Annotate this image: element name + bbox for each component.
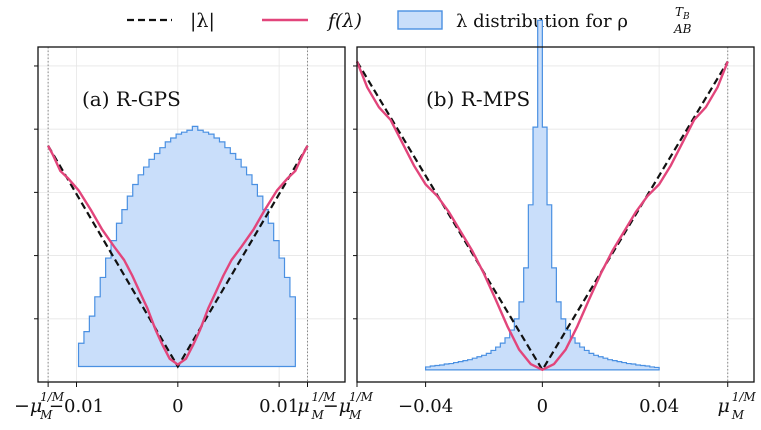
panel-b-hist-area xyxy=(424,19,660,371)
panel-a-hist-area xyxy=(77,125,296,368)
panel-a-xtick-label-4: μ xyxy=(297,395,309,417)
legend: |λ| f(λ) λ distribution for ρ AB T B xyxy=(127,5,692,36)
panel-b-xtick-label-sub-0: M xyxy=(348,408,362,422)
panel-b: −μM1/M −0.04 0 0.04 μ M1/M(b) R-MPS xyxy=(323,19,757,422)
panel-b-abs-line xyxy=(356,60,729,372)
panel-b-xtick-label-2: 0 xyxy=(537,396,548,417)
panel-a-xtick-label-2: 0 xyxy=(172,396,183,417)
panel-a-xtick-label-1: −0.01 xyxy=(49,396,104,417)
panel-b-f-line xyxy=(355,61,729,372)
legend-hist-supsub: B xyxy=(682,12,690,22)
panel-a-xtick-label-sup-4: 1/M xyxy=(312,390,337,404)
panel-a-title: (a) R-GPS xyxy=(82,87,181,111)
panel-b-xtick-label-sup-0: 1/M xyxy=(349,390,374,404)
legend-hist-sup: T xyxy=(675,5,684,19)
panel-a-xtick-label-sub-4: M xyxy=(311,408,325,422)
legend-f-label: f(λ) xyxy=(326,10,362,32)
panel-b-frame xyxy=(356,46,755,383)
legend-hist-swatch xyxy=(397,10,443,30)
panel-a-abs-line xyxy=(47,145,309,369)
panel-a-xtick-label-3: 0.01 xyxy=(259,396,299,417)
panel-a-f-line xyxy=(47,145,309,366)
legend-hist-sub: AB xyxy=(673,22,692,36)
panel-b-xtick-label-1: −0.04 xyxy=(398,396,453,417)
panel-b-xtick-label-sup-4: 1/M xyxy=(732,390,757,404)
panel-b-title: (b) R-MPS xyxy=(426,87,530,111)
panel-b-xtick-label-sub-4: M xyxy=(731,408,745,422)
panel-b-xtick-label-0: −μ xyxy=(323,395,351,417)
panel-a-frame xyxy=(37,46,346,383)
panel-a-xtick-label-sup-0: 1/M xyxy=(40,390,65,404)
legend-abs-label: |λ| xyxy=(190,10,215,32)
panel-a-xtick-label-0: −μ xyxy=(14,395,42,417)
panel-a-xtick-label-sub-0: M xyxy=(39,408,53,422)
panel-a: −μM1/M−0.01 0 0.01μ M1/M(a) R-GPS xyxy=(14,46,346,422)
panel-b-xtick-label-4: μ xyxy=(718,395,730,417)
panel-b-xtick-label-3: 0.04 xyxy=(639,396,679,417)
